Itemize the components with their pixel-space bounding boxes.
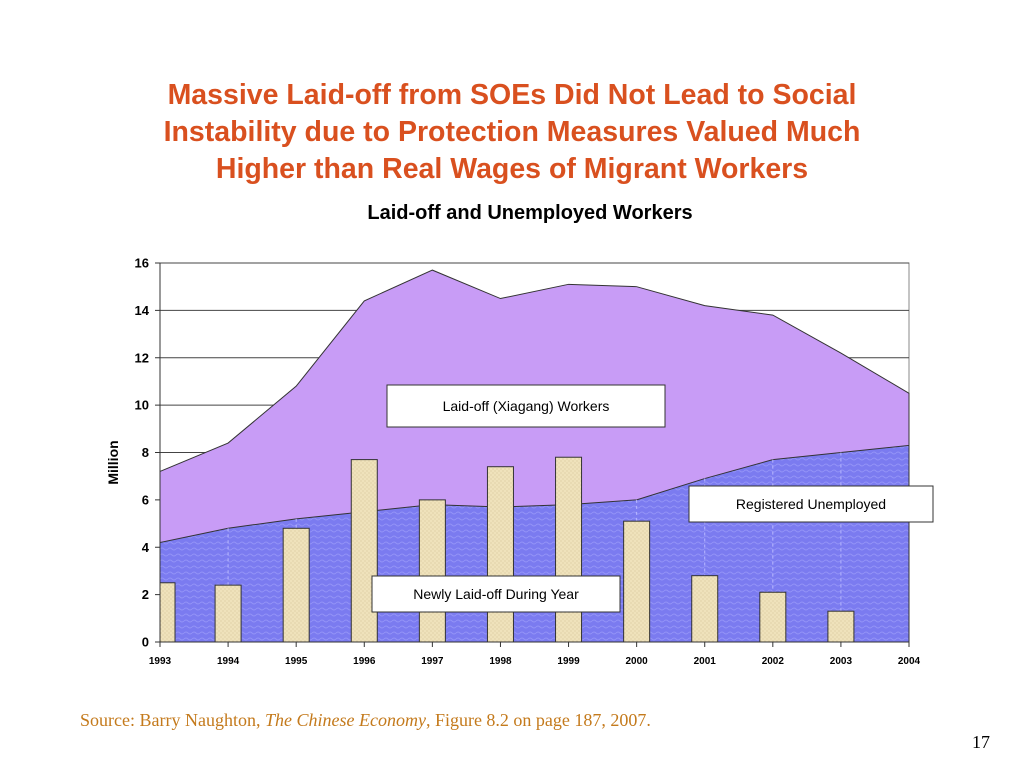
slide-title-line: Instability due to Protection Measures V… bbox=[163, 116, 861, 148]
y-tick-label: 0 bbox=[142, 635, 149, 650]
bar-newly-laid-off bbox=[350, 459, 378, 643]
y-tick-label: 2 bbox=[142, 587, 149, 602]
y-tick-label: 4 bbox=[142, 540, 150, 555]
page-number: 17 bbox=[972, 732, 990, 752]
y-tick-label: 14 bbox=[135, 303, 150, 318]
bar-newly-laid-off bbox=[623, 520, 651, 643]
y-tick-label: 8 bbox=[142, 445, 149, 460]
y-tick-label: 10 bbox=[135, 398, 149, 413]
y-tick-label: 12 bbox=[135, 350, 149, 365]
bar-newly-laid-off bbox=[418, 499, 446, 643]
source-prefix: Source: Barry Naughton, bbox=[80, 710, 265, 730]
x-tick-label: 1999 bbox=[557, 656, 580, 667]
bar-newly-laid-off bbox=[759, 591, 787, 643]
annotation-laid-off: Laid-off (Xiagang) Workers bbox=[443, 398, 610, 414]
x-tick-label: 2004 bbox=[898, 656, 921, 667]
x-tick-label: 2000 bbox=[626, 656, 649, 667]
annotation-newly-laid-off-box bbox=[371, 575, 621, 613]
bar-newly-laid-off bbox=[555, 456, 583, 643]
x-tick-label: 1997 bbox=[421, 656, 444, 667]
annotation-laid-off-box bbox=[386, 384, 666, 428]
source-suffix: , Figure 8.2 on page 187, 2007. bbox=[425, 710, 651, 730]
slide-title: Massive Laid-off from SOEs Did Not Lead … bbox=[60, 77, 964, 188]
source-book-title: The Chinese Economy bbox=[264, 710, 426, 730]
slide-title-line: Massive Laid-off from SOEs Did Not Lead … bbox=[167, 79, 857, 111]
x-tick-label: 1995 bbox=[285, 656, 308, 667]
y-tick-label: 16 bbox=[135, 256, 149, 271]
y-axis-label: Million bbox=[105, 440, 121, 484]
x-tick-label: 1994 bbox=[217, 656, 240, 667]
annotation-registered-unemployed: Registered Unemployed bbox=[736, 496, 886, 512]
annotation-newly-laid-off: Newly Laid-off During Year bbox=[413, 586, 579, 602]
bar-newly-laid-off bbox=[214, 584, 242, 643]
x-tick-label: 2003 bbox=[830, 656, 853, 667]
chart-title: Laid-off and Unemployed Workers bbox=[367, 202, 693, 224]
x-tick-label: 1998 bbox=[489, 656, 512, 667]
y-tick-label: 6 bbox=[142, 492, 149, 507]
bar-newly-laid-off bbox=[282, 527, 310, 643]
source-citation: Source: Barry Naughton, The Chinese Econ… bbox=[80, 710, 651, 731]
bar-newly-laid-off bbox=[159, 582, 176, 643]
x-tick-label: 2001 bbox=[694, 656, 717, 667]
slide-title-line: Higher than Real Wages of Migrant Worker… bbox=[215, 153, 809, 185]
x-tick-label: 1996 bbox=[353, 656, 376, 667]
bar-newly-laid-off bbox=[827, 610, 855, 643]
bar-newly-laid-off bbox=[691, 575, 719, 643]
annotation-registered-unemployed-box bbox=[688, 485, 934, 523]
x-tick-label: 2002 bbox=[762, 656, 785, 667]
x-tick-label: 1993 bbox=[149, 656, 172, 667]
bar-newly-laid-off bbox=[486, 466, 514, 643]
